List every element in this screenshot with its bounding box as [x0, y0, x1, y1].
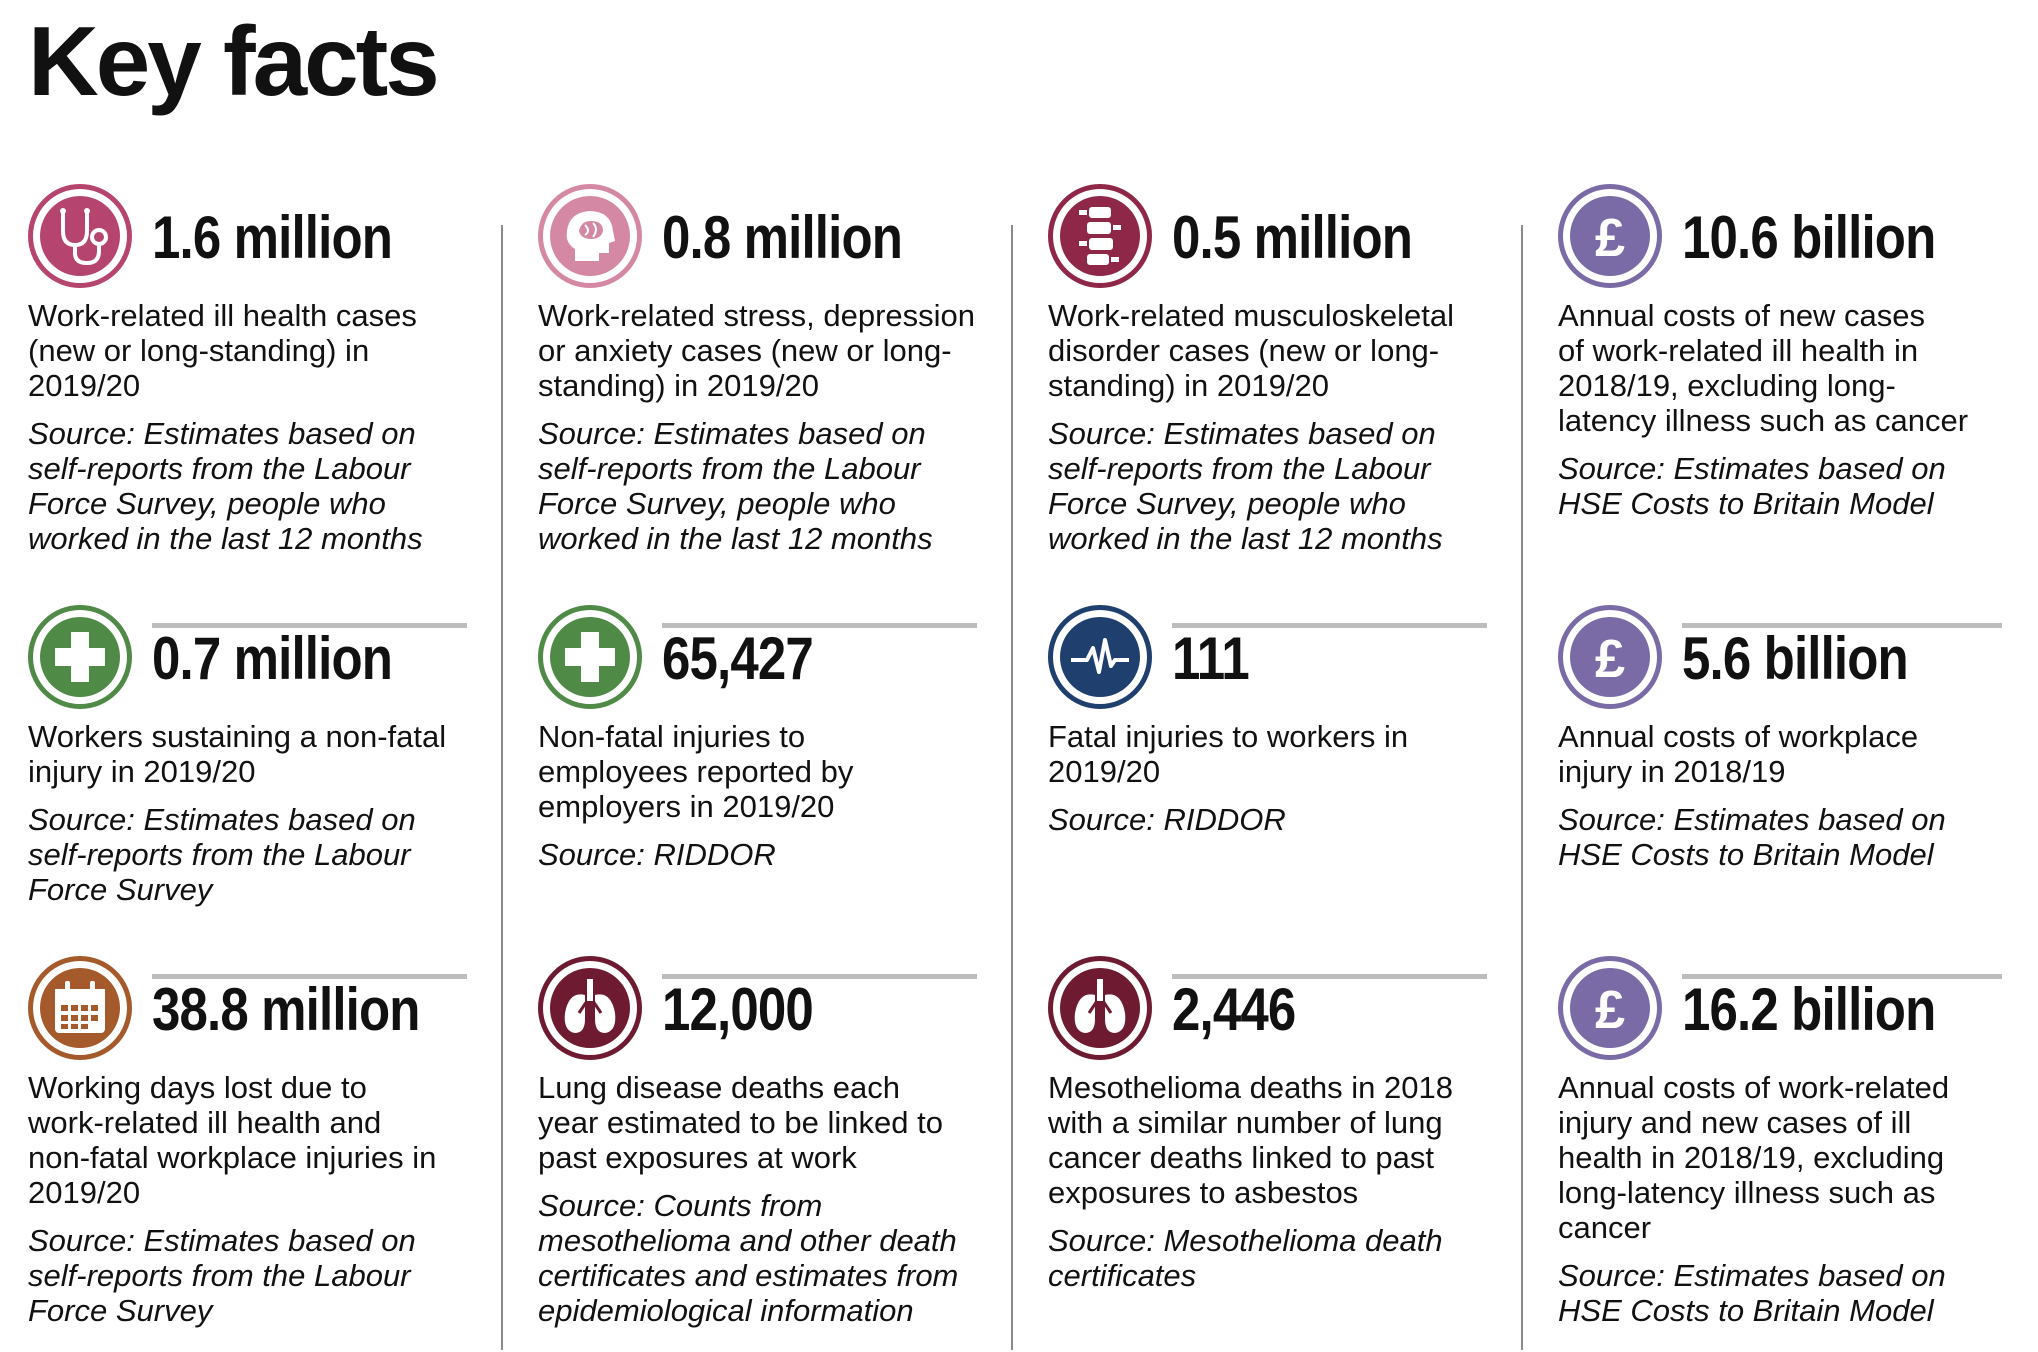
page-title: Key facts [28, 6, 440, 116]
section-rule [1682, 623, 2002, 628]
lungs-icon [538, 956, 642, 1060]
fact-figure: 111 [1172, 625, 1250, 692]
fact-source: Source: Estimates based on HSE Costs to … [1558, 1258, 1946, 1328]
fact-figure: 2,446 [1172, 976, 1296, 1043]
fact-source: Source: Estimates based on self-reports … [538, 416, 933, 556]
fact-description: Working days lost due to work-related il… [28, 1070, 437, 1210]
section-rule [1172, 623, 1487, 628]
fact-description: Mesothelioma deaths in 2018 with a simil… [1048, 1070, 1453, 1210]
fact-figure: 12,000 [662, 976, 814, 1043]
pound-icon: £ [1558, 605, 1662, 709]
fact-figure: 38.8 million [152, 976, 420, 1043]
fact-source: Source: RIDDOR [1048, 802, 1286, 837]
fact-description: Annual costs of workplace injury in 2018… [1558, 719, 1919, 789]
stethoscope-icon [28, 184, 132, 288]
fact-description: Lung disease deaths each year estimated … [538, 1070, 943, 1175]
section-rule [152, 623, 467, 628]
fact-source: Source: Estimates based on HSE Costs to … [1558, 802, 1946, 872]
svg-text:£: £ [1595, 629, 1625, 689]
section-rule [662, 623, 977, 628]
svg-text:£: £ [1595, 980, 1625, 1040]
section-rule [152, 974, 467, 979]
fact-description: Fatal injuries to workers in 2019/20 [1048, 719, 1409, 789]
fact-source: Source: Estimates based on self-reports … [28, 1223, 416, 1328]
fact-source: Source: RIDDOR [538, 837, 776, 872]
fact-figure: 5.6 billion [1682, 625, 1909, 692]
column-divider [501, 225, 503, 1350]
fact-figure: 10.6 billion [1682, 204, 1936, 271]
fact-figure: 0.5 million [1172, 204, 1413, 271]
first-aid-cross-icon [28, 605, 132, 709]
fact-description: Work-related ill health cases (new or lo… [28, 298, 417, 403]
fact-description: Annual costs of work-related injury and … [1558, 1070, 1950, 1245]
section-rule [662, 974, 977, 979]
fact-description: Annual costs of new cases of work-relate… [1558, 298, 1969, 438]
head-brain-icon [538, 184, 642, 288]
fact-description: Work-related musculoskeletal disorder ca… [1048, 298, 1455, 403]
fact-figure: 0.7 million [152, 625, 393, 692]
heartbeat-icon [1048, 605, 1152, 709]
fact-source: Source: Estimates based on self-reports … [28, 416, 423, 556]
fact-description: Work-related stress, depression or anxie… [538, 298, 976, 403]
fact-source: Source: Estimates based on HSE Costs to … [1558, 451, 1946, 521]
fact-figure: 1.6 million [152, 204, 393, 271]
svg-text:£: £ [1595, 208, 1625, 268]
lungs-icon [1048, 956, 1152, 1060]
fact-source: Source: Estimates based on self-reports … [1048, 416, 1443, 556]
section-rule [1682, 974, 2002, 979]
fact-source: Source: Estimates based on self-reports … [28, 802, 416, 907]
fact-description: Non-fatal injuries to employees reported… [538, 719, 854, 824]
fact-source: Source: Mesothelioma death certificates [1048, 1223, 1443, 1293]
fact-figure: 0.8 million [662, 204, 903, 271]
pound-icon: £ [1558, 956, 1662, 1060]
fact-figure: 65,427 [662, 625, 814, 692]
fact-source: Source: Counts from mesothelioma and oth… [538, 1188, 959, 1328]
column-divider [1521, 225, 1523, 1350]
fact-figure: 16.2 billion [1682, 976, 1936, 1043]
pound-icon: £ [1558, 184, 1662, 288]
calendar-icon [28, 956, 132, 1060]
spine-icon [1048, 184, 1152, 288]
column-divider [1011, 225, 1013, 1350]
fact-description: Workers sustaining a non-fatal injury in… [28, 719, 447, 789]
section-rule [1172, 974, 1487, 979]
first-aid-cross-icon [538, 605, 642, 709]
